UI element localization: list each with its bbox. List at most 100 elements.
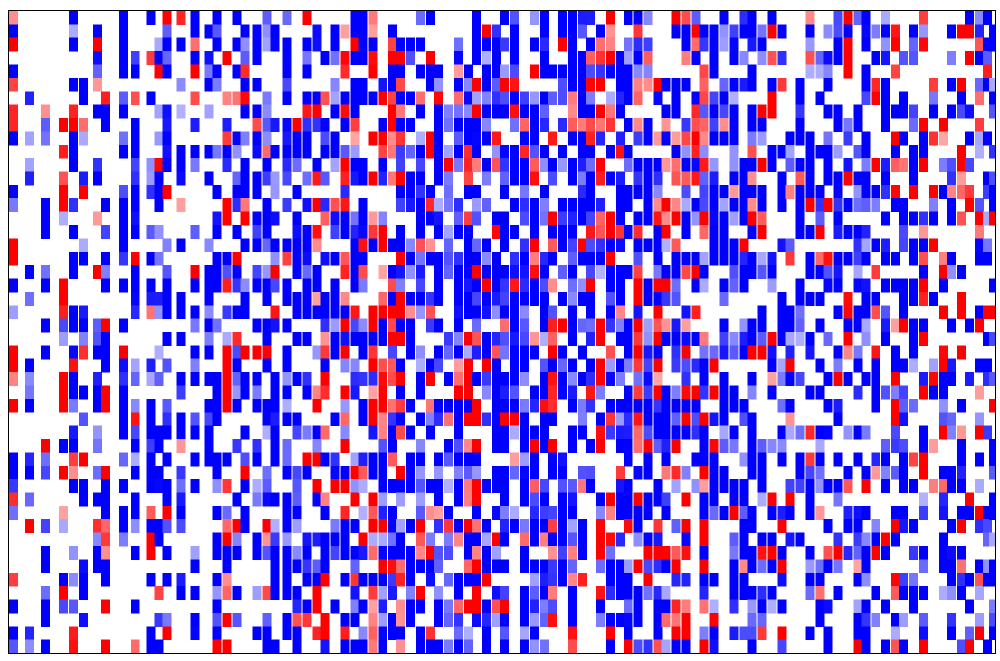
heatmap-cell — [843, 171, 853, 186]
heatmap-cell — [653, 291, 663, 306]
heatmap-cell — [500, 345, 509, 360]
heatmap-cell — [965, 626, 975, 641]
heatmap-cell — [426, 251, 436, 266]
heatmap-cell — [653, 345, 663, 360]
heatmap-cell — [472, 158, 482, 172]
heatmap-cell — [833, 345, 843, 360]
heatmap-cell — [871, 372, 881, 387]
heatmap-cell — [68, 225, 78, 239]
heatmap-cell — [434, 211, 444, 226]
heatmap-cell — [871, 586, 881, 601]
heatmap-cell — [78, 91, 88, 106]
heatmap-cell — [805, 251, 815, 266]
heatmap-cell — [190, 158, 200, 172]
heatmap-cell — [595, 372, 605, 387]
heatmap-cell — [444, 345, 454, 360]
heatmap-cell — [378, 131, 388, 146]
heatmap-cell — [320, 318, 330, 333]
heatmap-cell — [671, 332, 681, 346]
heatmap-cell — [671, 465, 681, 480]
heatmap-cell — [396, 51, 406, 66]
heatmap-cell — [340, 24, 350, 39]
heatmap-cell — [691, 211, 701, 226]
heatmap-cell — [358, 599, 368, 614]
heatmap-cell — [881, 24, 891, 39]
heatmap-cell — [805, 559, 815, 574]
heatmap-cell — [529, 599, 539, 614]
heatmap-cell — [671, 198, 681, 213]
heatmap-cell — [709, 465, 719, 480]
heatmap-cell — [482, 479, 492, 493]
heatmap-cell — [416, 586, 426, 601]
heatmap-cell — [989, 211, 995, 226]
heatmap-cell — [176, 572, 186, 587]
heatmap-cell — [58, 438, 68, 453]
heatmap-cell — [519, 372, 529, 387]
heatmap-cell — [472, 11, 482, 25]
heatmap-cell — [492, 77, 502, 92]
heatmap-cell — [388, 117, 398, 132]
heatmap-cell — [190, 11, 200, 25]
heatmap-cell — [406, 144, 416, 159]
heatmap-cell — [567, 438, 577, 453]
heatmap-cell — [434, 131, 444, 146]
heatmap-cell — [729, 505, 739, 520]
heatmap-cell — [492, 278, 502, 293]
heatmap-cell — [881, 91, 891, 106]
heatmap-cell — [633, 64, 643, 79]
heatmap-cell — [567, 398, 577, 413]
heatmap-cell — [747, 345, 757, 360]
heatmap-cell — [989, 37, 995, 52]
heatmap-cell — [605, 51, 615, 66]
heatmap-cell — [252, 24, 262, 39]
heatmap-cell — [757, 117, 767, 132]
heatmap-cell — [100, 358, 110, 373]
heatmap-cell — [853, 626, 863, 641]
heatmap-cell — [539, 492, 549, 507]
heatmap-cell — [861, 24, 871, 39]
heatmap-cell — [68, 77, 78, 92]
heatmap-cell — [815, 572, 825, 587]
heatmap-cell — [388, 37, 398, 52]
heatmap-cell — [162, 612, 172, 627]
heatmap-cell — [577, 479, 587, 493]
heatmap-cell — [643, 171, 653, 186]
heatmap-cell — [633, 332, 643, 346]
heatmap-cell — [100, 465, 110, 480]
heatmap-cell — [222, 519, 232, 534]
heatmap-cell — [871, 452, 881, 467]
heatmap-cell — [204, 372, 214, 387]
heatmap-cell — [406, 291, 416, 306]
heatmap-cell — [623, 158, 633, 172]
heatmap-cell — [989, 77, 995, 92]
heatmap-cell — [899, 131, 909, 146]
heatmap-cell — [100, 265, 110, 280]
heatmap-cell — [643, 639, 653, 653]
heatmap-cell — [747, 251, 757, 266]
heatmap-cell — [472, 465, 482, 480]
heatmap-cell — [547, 572, 557, 587]
heatmap-cell — [78, 305, 88, 320]
heatmap-cell — [681, 398, 691, 413]
heatmap-cell — [262, 238, 272, 253]
heatmap-cell — [939, 158, 949, 172]
heatmap-cell — [709, 24, 719, 39]
heatmap-cell — [130, 211, 140, 226]
heatmap-cell — [464, 532, 474, 547]
heatmap-cell — [777, 171, 787, 186]
heatmap-cell — [577, 519, 587, 534]
heatmap-cell — [434, 639, 444, 653]
heatmap-cell — [815, 51, 825, 66]
heatmap-cell — [378, 398, 388, 413]
heatmap-cell — [539, 358, 549, 373]
heatmap-cell — [204, 24, 214, 39]
heatmap-cell — [509, 278, 519, 293]
heatmap-cell — [729, 572, 739, 587]
heatmap-cell — [212, 251, 222, 266]
heatmap-cell — [222, 586, 232, 601]
heatmap-cell — [118, 91, 128, 106]
heatmap-cell — [492, 251, 502, 266]
heatmap-cell — [557, 385, 567, 400]
heatmap-cell — [282, 345, 292, 360]
heatmap-cell — [302, 372, 312, 387]
